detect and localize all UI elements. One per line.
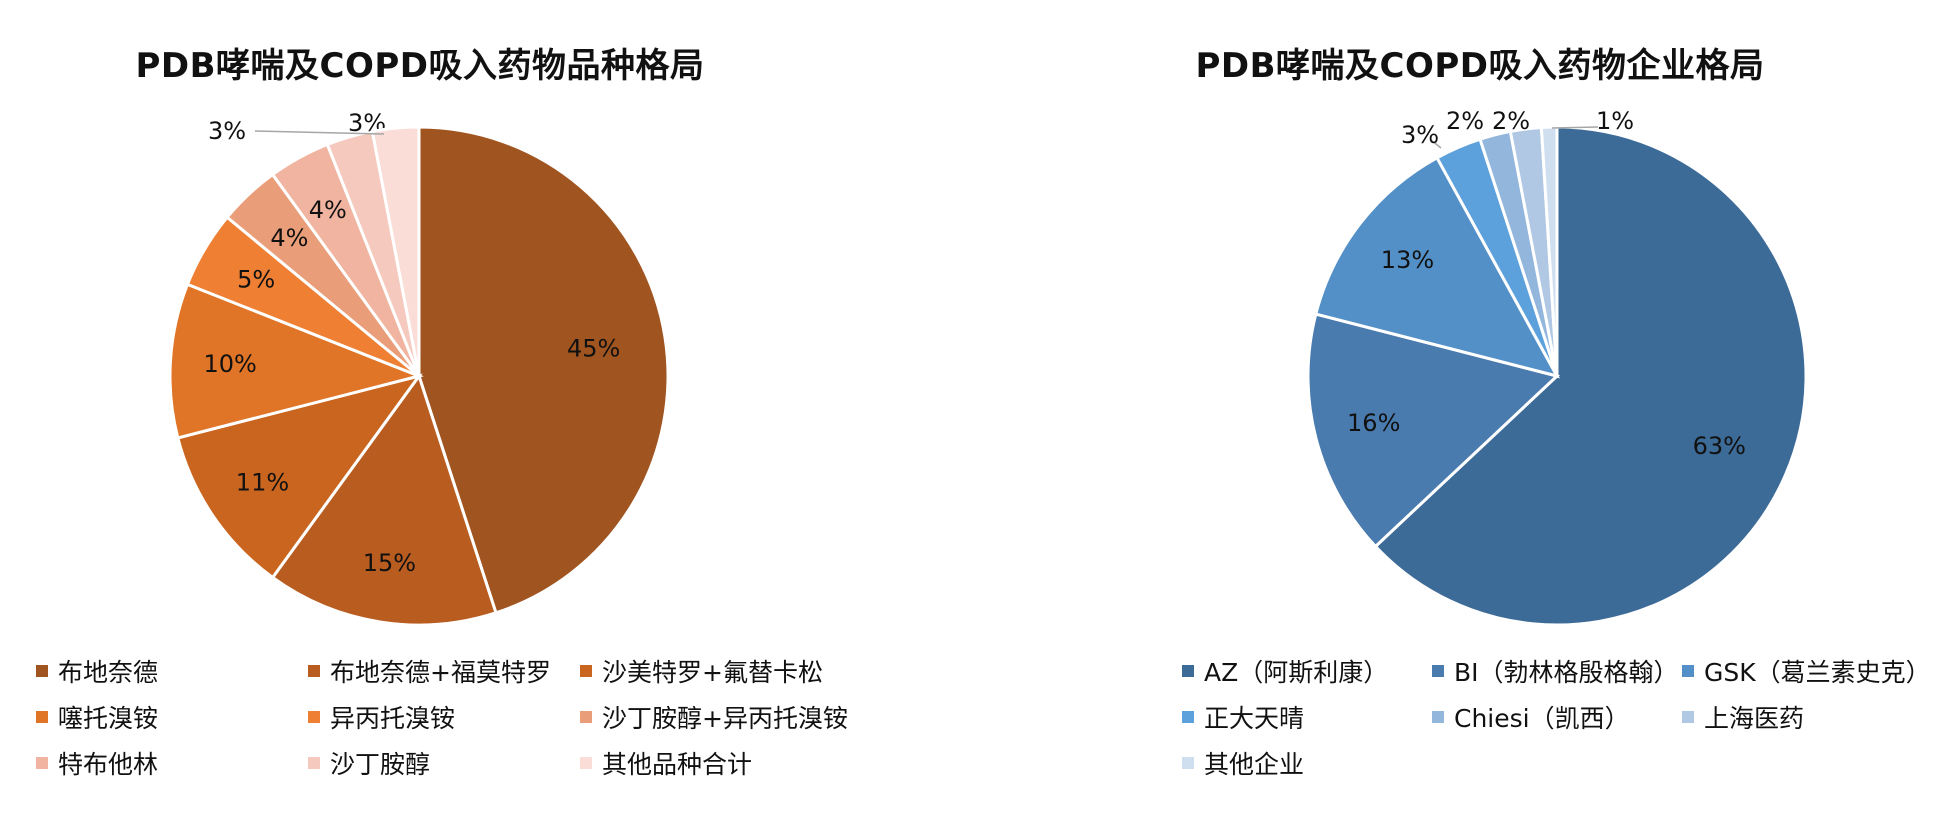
legend-item: 布地奈德+福莫特罗 <box>308 658 580 687</box>
legend-label: 其他企业 <box>1204 750 1305 779</box>
pie-slice <box>1539 125 1559 377</box>
legend-swatch <box>1182 711 1194 723</box>
data-label: 3% <box>1401 121 1439 149</box>
legend-item: 特布他林 <box>36 750 308 779</box>
legend-item: 布地奈德 <box>36 658 308 687</box>
data-label: 63% <box>1693 432 1746 460</box>
legend-label: GSK（葛兰素史克） <box>1704 658 1931 687</box>
legend-swatch <box>1182 757 1194 769</box>
legend-item: AZ（阿斯利康） <box>1182 658 1432 687</box>
legend-swatch <box>580 757 592 769</box>
pie-slice <box>370 125 421 377</box>
data-label: 13% <box>1381 246 1434 274</box>
legend-item: BI（勃林格殷格翰） <box>1432 658 1682 687</box>
pie-slice <box>175 373 423 580</box>
legend-item: 沙美特罗+氟替卡松 <box>580 658 880 687</box>
chart-title: PDB哮喘及COPD吸入药物品种格局 <box>135 46 705 86</box>
legend-label: 沙丁胺醇 <box>330 750 431 779</box>
leader-line <box>1430 139 1442 149</box>
data-label: 10% <box>203 350 256 378</box>
legend-swatch <box>580 711 592 723</box>
company-pie-chart: 63%16%13%3% 2% 2% 1% <box>1306 107 1808 627</box>
legend-label: 噻托溴铵 <box>58 704 159 733</box>
variety-pie-chart: 45%15%11%10%5%4%4%3%3% <box>168 109 670 627</box>
legend-swatch <box>1432 711 1444 723</box>
variety-legend: 布地奈德 布地奈德+福莫特罗 沙美特罗+氟替卡松噻托溴铵 异丙托溴铵 沙丁胺醇+异丙托溴… <box>36 658 880 779</box>
legend-swatch <box>36 711 48 723</box>
legend-item: 沙丁胺醇+异丙托溴铵 <box>580 704 880 733</box>
legend-label: Chiesi（凯西） <box>1454 704 1630 733</box>
legend-label: 布地奈德+福莫特罗 <box>330 658 551 687</box>
leader-line <box>1551 126 1599 129</box>
pie-slice <box>168 282 424 440</box>
data-label: 15% <box>363 549 416 577</box>
legend-item: Chiesi（凯西） <box>1432 704 1682 733</box>
leader-line <box>254 130 385 135</box>
legend-label: AZ（阿斯利康） <box>1204 658 1389 687</box>
legend-item: 上海医药 <box>1682 704 1941 733</box>
legend-swatch <box>308 665 320 677</box>
pie-slice <box>1306 312 1561 549</box>
company-pie-panel: PDB哮喘及COPD吸入药物企业格局 63% 16% 13% 3% 2% 2% 1% AZ（… <box>1160 0 1941 828</box>
legend-item: 其他企业 <box>1182 750 1432 779</box>
legend-label: 上海医药 <box>1704 704 1805 733</box>
legend-label: 沙丁胺醇+异丙托溴铵 <box>602 704 848 733</box>
legend-swatch <box>308 711 320 723</box>
pie-slice <box>417 125 670 615</box>
data-label: 1% <box>1596 107 1634 135</box>
legend-item: 其他品种合计 <box>580 750 880 779</box>
company-legend: AZ（阿斯利康） BI（勃林格殷格翰） GSK（葛兰素史克） 正大天晴 Chiesi（凯… <box>1182 658 1941 779</box>
legend-swatch <box>580 665 592 677</box>
legend-label: 特布他林 <box>58 750 159 779</box>
legend-swatch <box>308 757 320 769</box>
chart-title: PDB哮喘及COPD吸入药物企业格局 <box>1195 46 1765 86</box>
legend-item: 沙丁胺醇 <box>308 750 580 779</box>
legend-label: 异丙托溴铵 <box>330 704 456 733</box>
legend-swatch <box>36 665 48 677</box>
legend-item: GSK（葛兰素史克） <box>1682 658 1941 687</box>
legend-swatch <box>1682 711 1694 723</box>
variety-pie-panel: PDB哮喘及COPD吸入药物品种格局 45% 15% 11% 10% 5% 4% 4% 3% 3… <box>0 0 970 828</box>
data-label: 4% <box>309 196 347 224</box>
legend-label: 其他品种合计 <box>602 750 753 779</box>
pie-slice <box>270 372 498 627</box>
legend-swatch <box>1182 665 1194 677</box>
legend-label: 布地奈德 <box>58 658 159 687</box>
legend-item: 异丙托溴铵 <box>308 704 580 733</box>
data-label: 4% <box>270 224 308 252</box>
data-label: 2% <box>1492 107 1530 135</box>
legend-item: 正大天晴 <box>1182 704 1432 733</box>
legend-swatch <box>36 757 48 769</box>
legend-label: 正大天晴 <box>1204 704 1305 733</box>
legend-swatch <box>1682 665 1694 677</box>
data-label: 2% <box>1446 107 1484 135</box>
data-label: 5% <box>237 266 275 294</box>
legend-swatch <box>1432 665 1444 677</box>
legend-label: 沙美特罗+氟替卡松 <box>602 658 823 687</box>
data-label: 3% <box>208 117 246 145</box>
data-label: 11% <box>236 468 289 496</box>
pie-slice <box>1373 125 1808 627</box>
pie-slice <box>1313 155 1560 379</box>
legend-item: 噻托溴铵 <box>36 704 308 733</box>
legend-label: BI（勃林格殷格翰） <box>1454 658 1679 687</box>
data-label: 16% <box>1347 409 1400 437</box>
data-label: 45% <box>567 334 620 362</box>
